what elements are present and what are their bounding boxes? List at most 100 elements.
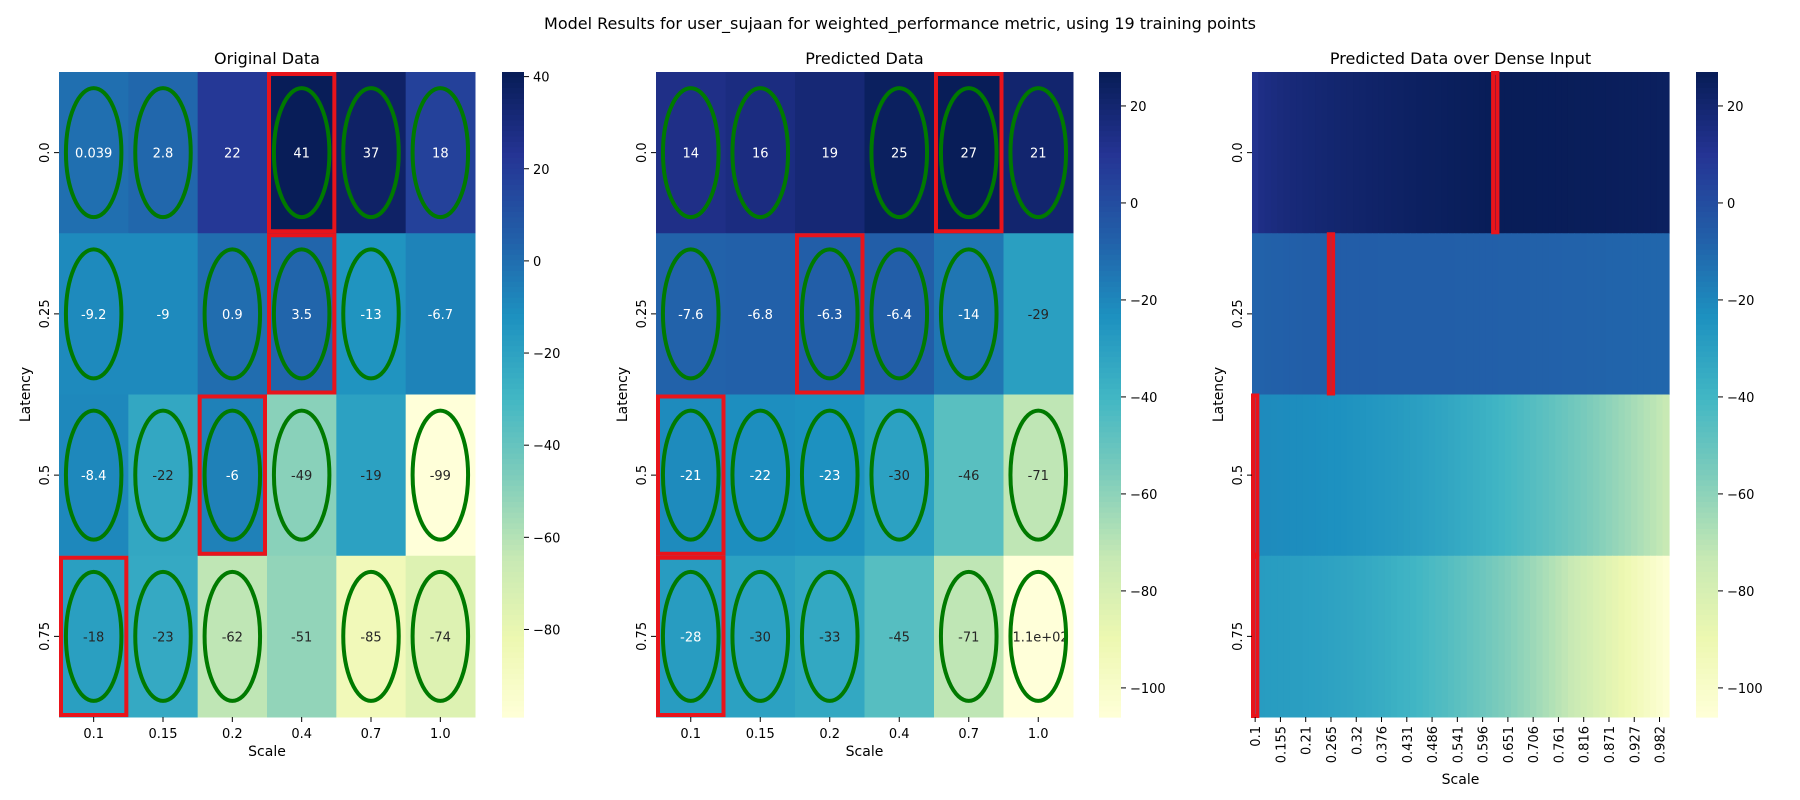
colorbar-segment	[1696, 571, 1718, 578]
dense-cell	[1548, 394, 1556, 557]
dense-cell	[1289, 72, 1297, 234]
dense-cell	[1283, 233, 1291, 395]
heatmap-panel-2: Predicted Data 14 16 19 25 27 21 -7.6 -6.8 -6.3 -6…	[615, 49, 1166, 760]
heatmap-panel-3: Predicted Data over Dense Input 0.1 0.155 0…	[1211, 49, 1763, 788]
colorbar-segment	[1696, 324, 1718, 331]
colorbar-segment	[1696, 265, 1718, 272]
colorbar-segment	[1099, 152, 1121, 159]
colorbar-segment	[1099, 125, 1121, 132]
colorbar-segment	[1099, 485, 1121, 492]
training-point-marker	[271, 86, 332, 220]
dense-cell	[1416, 233, 1424, 395]
colorbar-segment	[1099, 367, 1121, 374]
dense-cell	[1612, 233, 1620, 395]
heatmap-cell	[725, 394, 796, 557]
colorbar-tick-label: 40	[533, 71, 550, 86]
colorbar-segment	[1099, 297, 1121, 304]
colorbar-segment	[502, 657, 524, 664]
colorbar-segment	[502, 609, 524, 616]
colorbar-segment	[1696, 249, 1718, 256]
x-tick-label: 0.651	[1502, 726, 1517, 763]
dense-cell	[1517, 72, 1525, 234]
colorbar-segment	[1099, 254, 1121, 261]
heatmap-cell	[128, 394, 199, 557]
colorbar-segment	[502, 168, 524, 175]
dense-cell	[1650, 555, 1657, 718]
dense-cell	[1378, 555, 1386, 718]
dense-cell	[1441, 72, 1449, 234]
colorbar-segment	[1696, 700, 1718, 707]
training-point-marker	[133, 408, 193, 542]
training-point-marker	[869, 408, 930, 542]
heatmap-cell	[864, 72, 935, 234]
dense-cell	[1624, 555, 1632, 718]
colorbar-segment	[1099, 636, 1121, 643]
colorbar-segment	[1696, 281, 1718, 288]
dense-cell	[1485, 72, 1493, 234]
colorbar-segment	[1099, 448, 1121, 455]
colorbar-segment	[502, 620, 524, 627]
colorbar-segment	[1696, 125, 1718, 132]
training-point-marker	[938, 569, 999, 703]
heatmap-cell	[1003, 72, 1074, 234]
training-point-marker	[730, 408, 791, 542]
colorbar-segment	[502, 254, 524, 261]
colorbar-segment	[1099, 190, 1121, 197]
dense-cell	[1599, 233, 1607, 395]
colorbar-segment	[502, 206, 524, 213]
dense-cell	[1302, 394, 1310, 557]
dense-cell	[1365, 555, 1373, 718]
cell-label: 0.039	[75, 147, 112, 162]
colorbar-segment	[1696, 518, 1718, 525]
colorbar-segment	[1696, 663, 1718, 670]
colorbar-segment	[502, 174, 524, 181]
heatmap-cell	[934, 394, 1004, 557]
dense-cell	[1517, 555, 1525, 718]
cell-label: -6.3	[817, 308, 842, 323]
colorbar-segment	[502, 480, 524, 487]
colorbar-segment	[1696, 93, 1718, 100]
dense-cell	[1504, 233, 1512, 395]
dense-cell	[1605, 394, 1613, 557]
dense-cell	[1270, 72, 1278, 234]
colorbar-segment	[1696, 539, 1718, 546]
x-tick-label: 0.2	[819, 727, 840, 742]
dense-cell	[1460, 72, 1468, 234]
colorbar-segment	[1696, 120, 1718, 127]
colorbar-segment	[502, 421, 524, 428]
training-point-marker	[341, 86, 401, 220]
dense-cell	[1498, 394, 1506, 557]
dense-cell	[1574, 72, 1582, 234]
dense-cell	[1264, 555, 1272, 718]
colorbar-segment	[502, 502, 524, 508]
colorbar-segment	[502, 195, 524, 202]
dense-cell	[1435, 394, 1443, 557]
colorbar-segment	[1099, 82, 1121, 89]
training-point-marker	[1008, 86, 1069, 220]
colorbar-segment	[1099, 475, 1121, 482]
cell-label: -9	[157, 308, 170, 323]
dense-cell	[1593, 555, 1601, 718]
colorbar-segment	[1099, 550, 1121, 557]
colorbar-segment	[1099, 88, 1121, 95]
colorbar-segment	[1099, 469, 1121, 476]
colorbar-tick-label: −100	[1130, 682, 1166, 697]
dense-cell	[1593, 72, 1601, 234]
heatmap-cell	[656, 233, 726, 395]
dense-cell	[1359, 72, 1367, 234]
best-cell-marker	[197, 394, 268, 556]
dense-cell	[1548, 72, 1556, 234]
colorbar-segment	[1099, 72, 1121, 78]
colorbar-segment	[1696, 711, 1718, 718]
dense-cell	[1605, 233, 1613, 395]
dense-cell	[1656, 555, 1664, 718]
colorbar-segment	[1099, 211, 1121, 218]
colorbar-segment	[1696, 206, 1718, 213]
training-point-marker	[660, 86, 721, 220]
colorbar-segment	[502, 571, 524, 578]
colorbar-segment	[502, 270, 524, 277]
colorbar-tick-label: −60	[1130, 488, 1157, 503]
colorbar-segment	[1696, 679, 1718, 686]
colorbar-segment	[1696, 690, 1718, 697]
colorbar-tick-label: 20	[1727, 100, 1744, 115]
